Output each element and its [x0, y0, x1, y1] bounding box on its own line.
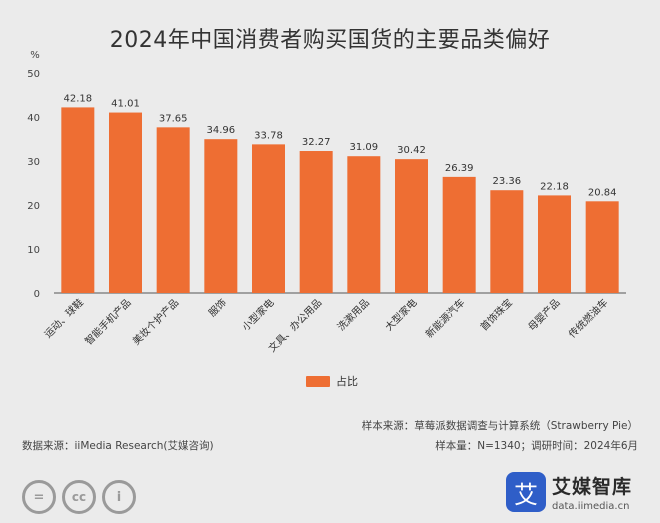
data-source-note: 数据来源：iiMedia Research(艾媒咨询) — [22, 440, 214, 452]
license-icons: = cc i — [22, 480, 136, 514]
x-tick-label: 新能源汽车 — [423, 296, 468, 341]
value-labels: 42.18 41.01 37.65 34.96 33.78 32.27 31.09 30.42… — [64, 93, 617, 198]
legend: 占比 — [306, 373, 358, 389]
x-tick-label: 首饰珠宝 — [477, 296, 514, 333]
data-label: 31.09 — [350, 142, 379, 153]
data-label: 22.18 — [540, 181, 569, 192]
bar — [156, 127, 190, 293]
equals-icon: = — [22, 480, 56, 514]
data-label: 42.18 — [64, 93, 93, 104]
brand-logo: 艾 — [506, 472, 546, 512]
x-tick-label: 洗漱用品 — [335, 297, 372, 334]
data-label: 23.36 — [493, 176, 522, 187]
brand-url: data.iimedia.cn — [552, 501, 630, 512]
x-tick-label: 大型家电 — [382, 296, 419, 333]
chart-title: 2024年中国消费者购买国货的主要品类偏好 — [109, 28, 551, 53]
cc-icon: cc — [62, 480, 96, 514]
person-icon: i — [102, 480, 136, 514]
bar — [109, 112, 142, 293]
data-label: 41.01 — [111, 99, 140, 110]
bar — [252, 144, 285, 293]
y-tick-label: 0 — [34, 289, 40, 300]
bar — [299, 151, 333, 293]
brand: 艾 艾媒智库 data.iimedia.cn — [506, 472, 632, 512]
y-tick-label: 50 — [27, 69, 40, 80]
data-label: 30.42 — [397, 145, 426, 156]
x-tick-label: 服饰 — [206, 296, 229, 319]
y-tick-label: 20 — [27, 201, 40, 212]
y-tick-label: 10 — [27, 245, 40, 256]
data-label: 32.27 — [302, 137, 331, 148]
bars — [61, 107, 619, 294]
x-tick-label: 美妆个护产品 — [130, 296, 182, 348]
legend-label: 占比 — [336, 375, 358, 388]
brand-name: 艾媒智库 — [552, 476, 633, 498]
sample-size-note: 样本量：N=1340；调研时间：2024年6月 — [435, 440, 638, 452]
bar — [204, 139, 238, 293]
x-tick-label: 母婴产品 — [525, 296, 562, 333]
x-tick-label: 智能手机产品 — [82, 296, 134, 348]
x-tick-label: 小型家电 — [239, 296, 276, 333]
data-label: 34.96 — [207, 125, 236, 136]
data-label: 26.39 — [445, 163, 474, 174]
bar — [442, 176, 476, 293]
bar-chart: % 0 10 20 30 40 50 42.18 41.01 37.65 34.96 33.78 3… — [27, 50, 626, 355]
x-tick-label: 运动、球鞋 — [41, 296, 86, 341]
data-label: 37.65 — [159, 113, 188, 124]
data-label: 33.78 — [254, 130, 283, 141]
legend-swatch — [306, 375, 330, 387]
bar — [61, 107, 95, 294]
y-axis-unit: % — [30, 50, 40, 61]
sample-source-note: 样本来源：草莓派数据调查与计算系统（Strawberry Pie） — [361, 420, 638, 432]
bar — [585, 201, 619, 293]
x-tick-label: 传统燃油车 — [566, 296, 611, 341]
data-label: 20.84 — [588, 187, 617, 198]
bar — [538, 195, 571, 293]
bar — [347, 156, 381, 293]
y-tick-label: 30 — [27, 157, 40, 168]
y-tick-label: 40 — [27, 113, 40, 124]
bar — [490, 190, 524, 293]
y-axis: 0 10 20 30 40 50 — [27, 69, 626, 300]
bar — [395, 159, 428, 293]
